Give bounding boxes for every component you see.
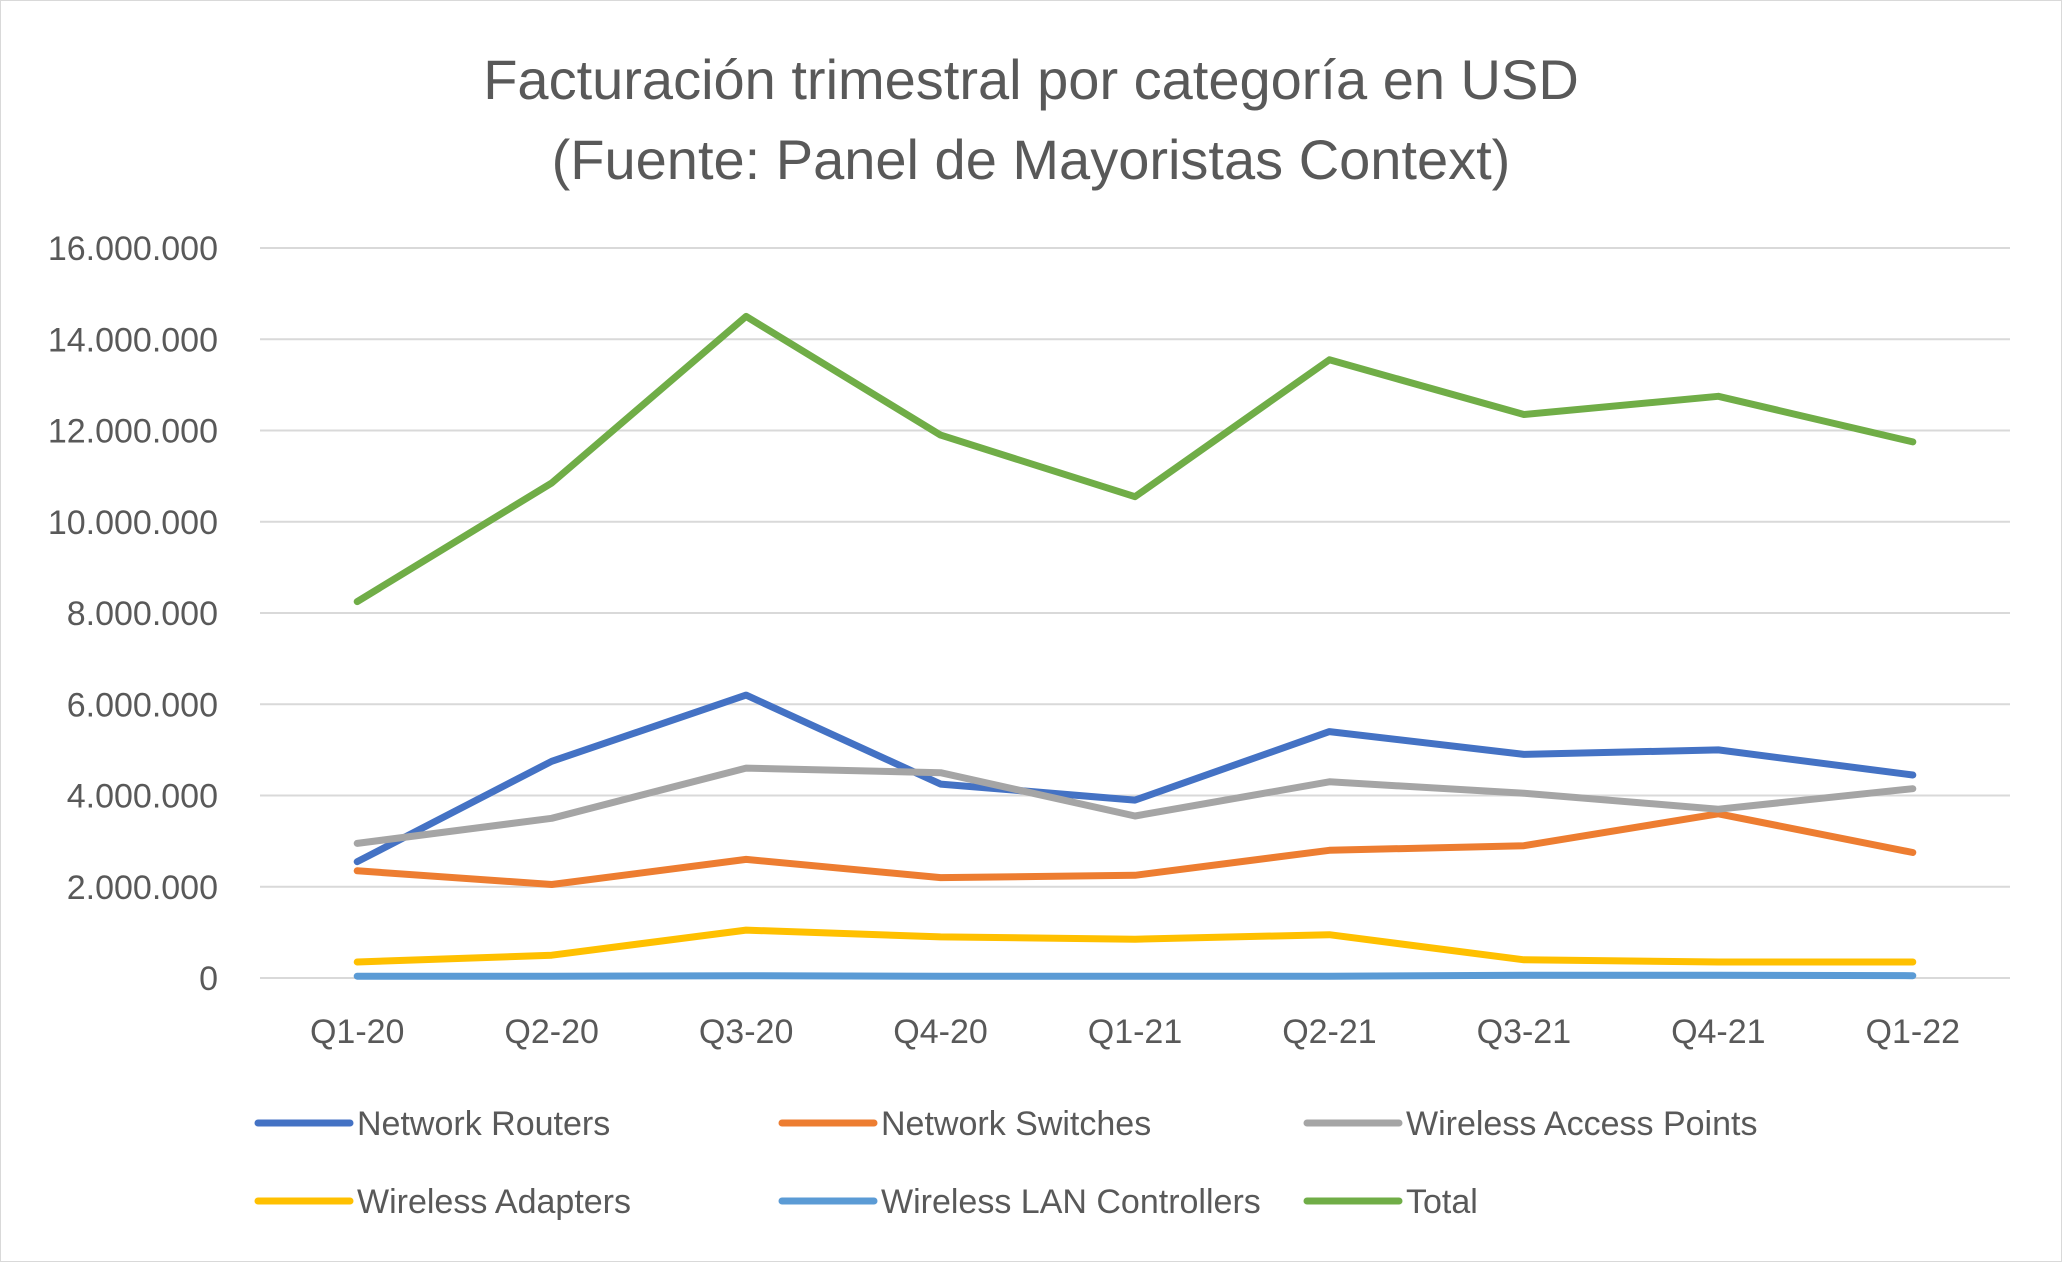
legend-label: Network Switches	[881, 1105, 1151, 1143]
legend-item: Network Switches	[778, 1105, 1151, 1143]
x-tick-label: Q4-21	[1671, 1013, 1766, 1051]
legend-item: Wireless Adapters	[254, 1183, 631, 1221]
series-line-network-switches	[353, 810, 1917, 888]
gridlines	[260, 247, 2010, 979]
legend-item: Wireless Access Points	[1303, 1105, 1757, 1143]
legend-label: Wireless LAN Controllers	[881, 1183, 1261, 1221]
legend-label: Network Routers	[357, 1105, 610, 1143]
legend-label: Total	[1406, 1183, 1478, 1221]
y-axis-tick-labels: 0 2.000.000 4.000.000 6.000.000 8.000.000 10.…	[48, 230, 218, 998]
series-line-network-routers	[353, 691, 1917, 866]
y-tick-label: 8.000.000	[67, 595, 218, 633]
y-tick-label: 16.000.000	[48, 230, 218, 268]
x-tick-label: Q1-21	[1088, 1013, 1183, 1051]
y-tick-label: 12.000.000	[48, 413, 218, 451]
legend-item: Total	[1303, 1183, 1478, 1221]
x-tick-label: Q2-20	[504, 1013, 599, 1051]
y-tick-label: 6.000.000	[67, 686, 218, 724]
series-line-wireless-lan-controllers	[353, 971, 1917, 980]
x-tick-label: Q1-20	[310, 1013, 405, 1051]
x-tick-label: Q3-20	[699, 1013, 794, 1051]
y-tick-label: 2.000.000	[67, 869, 218, 907]
y-tick-label: 14.000.000	[48, 321, 218, 359]
x-tick-label: Q2-21	[1282, 1013, 1377, 1051]
legend-label: Wireless Access Points	[1406, 1105, 1757, 1143]
series-line-total	[353, 312, 1917, 606]
chart-title-line-1: Facturación trimestral por categoría en …	[483, 48, 1579, 111]
y-tick-label: 4.000.000	[67, 778, 218, 816]
x-tick-label: Q1-22	[1866, 1013, 1961, 1051]
series-line-wireless-access-points	[353, 764, 1917, 847]
y-tick-label: 10.000.000	[48, 504, 218, 542]
legend-label: Wireless Adapters	[357, 1183, 631, 1221]
chart-title: Facturación trimestral por categoría en …	[0, 40, 2062, 200]
x-axis-tick-labels: Q1-20 Q2-20 Q3-20 Q4-20 Q1-21 Q2-21 Q3-21 Q4-21…	[310, 1013, 1960, 1051]
x-tick-label: Q3-21	[1477, 1013, 1572, 1051]
series-lines	[353, 312, 1917, 980]
chart-title-line-2: (Fuente: Panel de Mayoristas Context)	[551, 128, 1511, 191]
x-tick-label: Q4-20	[893, 1013, 988, 1051]
y-tick-label: 0	[199, 960, 218, 998]
series-line-wireless-adapters	[353, 926, 1917, 966]
legend-item: Network Routers	[254, 1105, 610, 1143]
legend: Network Routers Network Switches Wireless …	[254, 1105, 1757, 1221]
legend-item: Wireless LAN Controllers	[778, 1183, 1261, 1221]
